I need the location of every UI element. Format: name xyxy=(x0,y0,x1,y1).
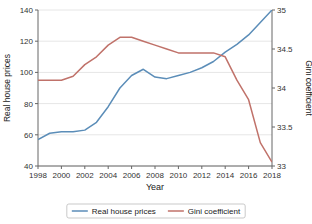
y-tick xyxy=(35,134,38,135)
y2-tick xyxy=(272,127,275,128)
legend: Real house prices Gini coefficient xyxy=(67,204,245,218)
legend-label: Gini coefficient xyxy=(188,207,241,216)
y-tick-label: 100 xyxy=(20,68,34,77)
y-axis-line xyxy=(38,10,39,166)
y-tick xyxy=(35,103,38,104)
y2-tick-label: 33.5 xyxy=(277,123,293,132)
series-line xyxy=(38,10,272,139)
x-tick xyxy=(178,166,179,169)
x-tick xyxy=(155,166,156,169)
x-tick-label: 2014 xyxy=(216,171,234,180)
y-tick-label: 120 xyxy=(20,37,34,46)
legend-frame xyxy=(67,204,245,218)
y-tick-label: 140 xyxy=(20,6,34,15)
x-tick xyxy=(61,166,62,169)
plot-area xyxy=(38,10,272,162)
grid-line xyxy=(38,134,272,135)
grid-line xyxy=(38,41,272,42)
y2-tick xyxy=(272,88,275,89)
y2-tick-label: 34.5 xyxy=(277,45,293,54)
x-tick-label: 2004 xyxy=(99,171,117,180)
y2-tick xyxy=(272,166,275,167)
chart: 1998 2000 2002 2004 2006 2008 2010 2012 2014 2016… xyxy=(0,0,312,224)
x-tick xyxy=(201,166,202,169)
y-tick-label: 40 xyxy=(24,162,33,171)
x-tick xyxy=(248,166,249,169)
x-tick-label: 2012 xyxy=(193,171,211,180)
x-tick xyxy=(108,166,109,169)
x-tick-label: 2010 xyxy=(170,171,188,180)
y-tick-label: 80 xyxy=(24,100,33,109)
y-tick xyxy=(35,10,38,11)
x-tick-label: 2006 xyxy=(123,171,141,180)
y2-tick-label: 33 xyxy=(277,162,286,171)
x-tick-label: 1998 xyxy=(29,171,47,180)
y2-tick-label: 34 xyxy=(277,84,286,93)
grid-line xyxy=(38,103,272,104)
x-tick-label: 2018 xyxy=(263,171,281,180)
y-axis-label: Real house prices xyxy=(2,54,12,122)
series-line xyxy=(38,37,272,162)
legend-label: Real house prices xyxy=(92,207,156,216)
x-axis-label: Year xyxy=(146,182,164,192)
y2-tick xyxy=(272,10,275,11)
legend-swatch xyxy=(168,210,184,212)
x-tick xyxy=(131,166,132,169)
x-tick xyxy=(225,166,226,169)
grid-line xyxy=(38,72,272,73)
x-tick-label: 2016 xyxy=(240,171,258,180)
y-tick-label: 60 xyxy=(24,131,33,140)
y-tick xyxy=(35,166,38,167)
y-tick xyxy=(35,72,38,73)
x-tick-label: 2002 xyxy=(76,171,94,180)
y2-tick xyxy=(272,49,275,50)
grid-line xyxy=(38,10,272,11)
y2-tick-label: 35 xyxy=(277,6,286,15)
x-tick-label: 2008 xyxy=(146,171,164,180)
x-tick xyxy=(84,166,85,169)
x-tick-label: 2000 xyxy=(53,171,71,180)
y-tick xyxy=(35,41,38,42)
legend-swatch xyxy=(72,210,88,212)
y2-axis-label: Gini coefficient xyxy=(304,60,312,116)
